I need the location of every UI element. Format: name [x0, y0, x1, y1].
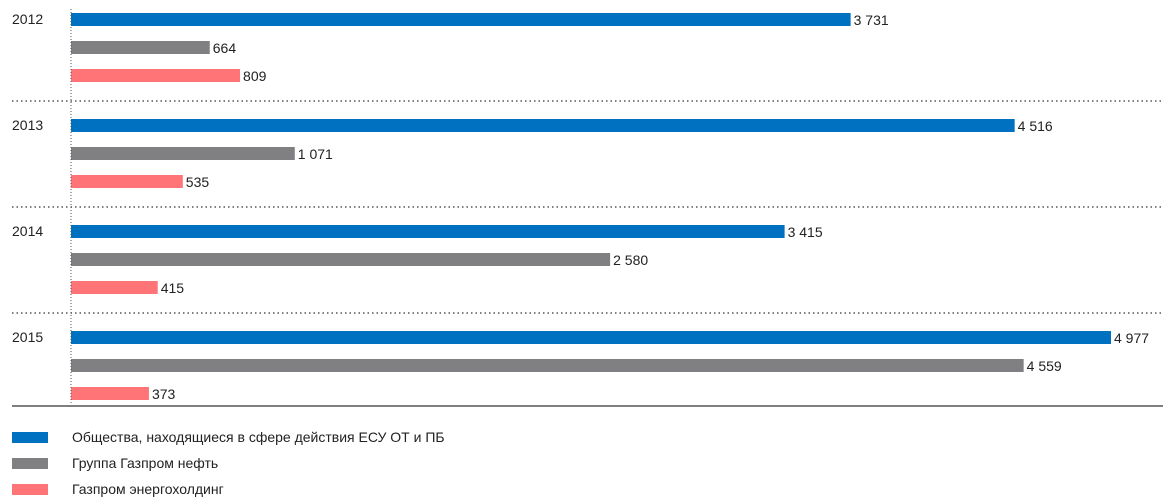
bar-esu-2012: [71, 13, 851, 26]
data-label-gazprom-neft-2013: 1 071: [298, 146, 333, 162]
bar-esu-2013: [71, 119, 1015, 132]
data-label-gazprom-neft-2012: 664: [213, 40, 237, 56]
bar-gazprom-neft-2013: [71, 147, 295, 160]
bar-energoholding-2012: [71, 69, 241, 82]
data-label-esu-2012: 3 731: [854, 12, 889, 28]
category-label-2013: 2013: [12, 117, 43, 133]
legend-item-esu: Общества, находящиеся в сфере действия Е…: [12, 424, 445, 450]
bar-gazprom-neft-2012: [71, 41, 210, 54]
data-label-energoholding-2014: 415: [161, 280, 185, 296]
category-label-2015: 2015: [12, 329, 43, 345]
category-label-2014: 2014: [12, 223, 43, 239]
legend-label-energoholding: Газпром энергохолдинг: [72, 481, 224, 497]
bar-gazprom-neft-2015: [71, 359, 1024, 372]
bar-energoholding-2014: [71, 281, 158, 294]
legend-label-esu: Общества, находящиеся в сфере действия Е…: [72, 429, 445, 445]
data-label-gazprom-neft-2014: 2 580: [613, 252, 648, 268]
bar-esu-2014: [71, 225, 785, 238]
legend-item-gazprom-neft: Группа Газпром нефть: [12, 450, 445, 476]
legend-label-gazprom-neft: Группа Газпром нефть: [72, 455, 219, 471]
data-label-energoholding-2015: 373: [152, 386, 176, 402]
category-label-2012: 2012: [12, 11, 43, 27]
bar-gazprom-neft-2014: [71, 253, 611, 266]
legend: Общества, находящиеся в сфере действия Е…: [12, 424, 445, 502]
legend-item-energoholding: Газпром энергохолдинг: [12, 476, 445, 502]
legend-swatch-gazprom-neft: [12, 457, 48, 469]
data-label-esu-2014: 3 415: [788, 224, 823, 240]
data-label-esu-2013: 4 516: [1018, 118, 1053, 134]
data-label-esu-2015: 4 977: [1114, 330, 1149, 346]
bar-energoholding-2015: [71, 387, 149, 400]
data-label-energoholding-2013: 535: [186, 174, 210, 190]
bar-energoholding-2013: [71, 175, 183, 188]
bar-esu-2015: [71, 331, 1111, 344]
legend-swatch-esu: [12, 431, 48, 443]
data-label-gazprom-neft-2015: 4 559: [1027, 358, 1062, 374]
data-label-energoholding-2012: 809: [243, 68, 267, 84]
legend-swatch-energoholding: [12, 483, 48, 495]
